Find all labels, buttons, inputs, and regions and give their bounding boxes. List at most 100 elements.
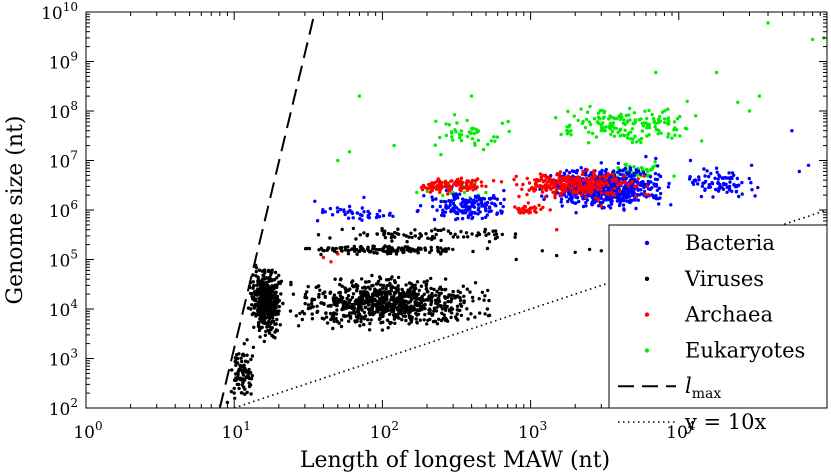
viruses-point <box>347 301 352 305</box>
bacteria-point <box>347 204 352 209</box>
viruses-point <box>392 313 397 317</box>
viruses-point <box>261 302 265 306</box>
archaea-point <box>618 189 622 194</box>
archaea-point <box>592 170 596 175</box>
bacteria-point <box>747 176 751 181</box>
eukaryotes-point <box>633 134 637 139</box>
eukaryotes-point <box>566 109 570 114</box>
viruses-point <box>338 290 342 295</box>
viruses-point <box>418 318 422 322</box>
bacteria-point <box>618 168 622 173</box>
viruses-point <box>366 307 371 311</box>
viruses-point <box>456 235 460 239</box>
viruses-point <box>483 294 487 298</box>
viruses-point <box>303 292 308 297</box>
archaea-point <box>585 178 589 182</box>
viruses-point <box>272 286 276 291</box>
bacteria-point <box>600 168 604 173</box>
eukaryotes-point <box>623 163 627 167</box>
viruses-point <box>459 229 463 234</box>
viruses-point <box>277 280 281 284</box>
viruses-point <box>366 285 370 289</box>
viruses-point <box>394 252 399 256</box>
bacteria-point <box>604 167 608 172</box>
archaea-point <box>522 211 526 215</box>
bacteria-point <box>375 212 379 217</box>
viruses-point <box>268 317 272 321</box>
bacteria-point <box>633 198 637 202</box>
viruses-point <box>334 297 338 302</box>
bacteria-point <box>562 172 567 176</box>
viruses-point <box>238 376 242 380</box>
viruses-point <box>385 318 390 322</box>
bacteria-point <box>579 166 583 170</box>
viruses-point <box>372 246 376 251</box>
bacteria-point <box>581 204 586 209</box>
bacteria-point <box>454 211 458 215</box>
bacteria-point <box>441 211 445 215</box>
archaea-point <box>581 178 586 182</box>
viruses-point <box>259 288 263 292</box>
viruses-point <box>316 284 320 289</box>
archaea-point <box>431 182 435 186</box>
viruses-point <box>261 295 265 300</box>
eukaryotes-point <box>444 133 449 138</box>
archaea-point <box>597 179 601 184</box>
viruses-point <box>386 231 391 236</box>
archaea-point <box>562 177 566 182</box>
bacteria-point <box>367 216 371 220</box>
viruses-point <box>442 313 446 317</box>
viruses-point <box>466 317 470 321</box>
viruses-point <box>449 315 453 320</box>
eukaryotes-point <box>810 37 815 42</box>
eukaryotes-point <box>650 112 654 117</box>
bacteria-point <box>602 198 606 202</box>
viruses-point <box>269 307 273 312</box>
viruses-point <box>363 291 367 295</box>
viruses-point <box>599 249 603 253</box>
eukaryotes-point <box>640 121 645 126</box>
archaea-point <box>470 185 475 189</box>
viruses-point <box>335 319 340 324</box>
bacteria-point <box>610 195 614 199</box>
eukaryotes-point <box>507 129 511 134</box>
viruses-point <box>345 297 349 301</box>
eukaryotes-point <box>635 173 639 177</box>
viruses-point <box>337 300 341 304</box>
eukaryotes-point <box>672 128 676 132</box>
eukaryotes-point <box>678 114 682 119</box>
viruses-point <box>426 290 430 294</box>
archaea-point <box>513 205 517 209</box>
eukaryotes-point <box>470 127 474 131</box>
eukaryotes-point <box>666 107 670 111</box>
eukaryotes-point <box>433 143 437 147</box>
eukaryotes-point <box>469 94 474 98</box>
archaea-point <box>630 179 634 184</box>
viruses-point <box>384 296 388 300</box>
archaea-point <box>543 195 548 199</box>
viruses-point <box>341 302 346 307</box>
viruses-point <box>279 292 283 296</box>
viruses-point <box>405 240 409 244</box>
bacteria-point <box>422 194 426 198</box>
viruses-point <box>427 311 431 316</box>
viruses-point <box>380 286 385 290</box>
eukaryotes-point <box>450 135 454 139</box>
eukaryotes-point <box>347 150 352 154</box>
eukaryotes-point <box>666 132 671 136</box>
viruses-point <box>243 392 247 396</box>
eukaryotes-point <box>672 174 676 178</box>
viruses-point <box>356 307 360 311</box>
bacteria-point <box>592 193 596 197</box>
archaea-point <box>455 179 459 183</box>
eukaryotes-point <box>653 160 657 164</box>
viruses-point <box>413 308 417 312</box>
viruses-point <box>458 302 463 306</box>
eukaryotes-point <box>647 133 651 137</box>
bacteria-point <box>653 184 657 188</box>
viruses-point <box>363 305 368 310</box>
archaea-point <box>440 180 444 185</box>
viruses-point <box>473 315 477 319</box>
viruses-point <box>487 313 492 317</box>
viruses-point <box>393 280 397 284</box>
